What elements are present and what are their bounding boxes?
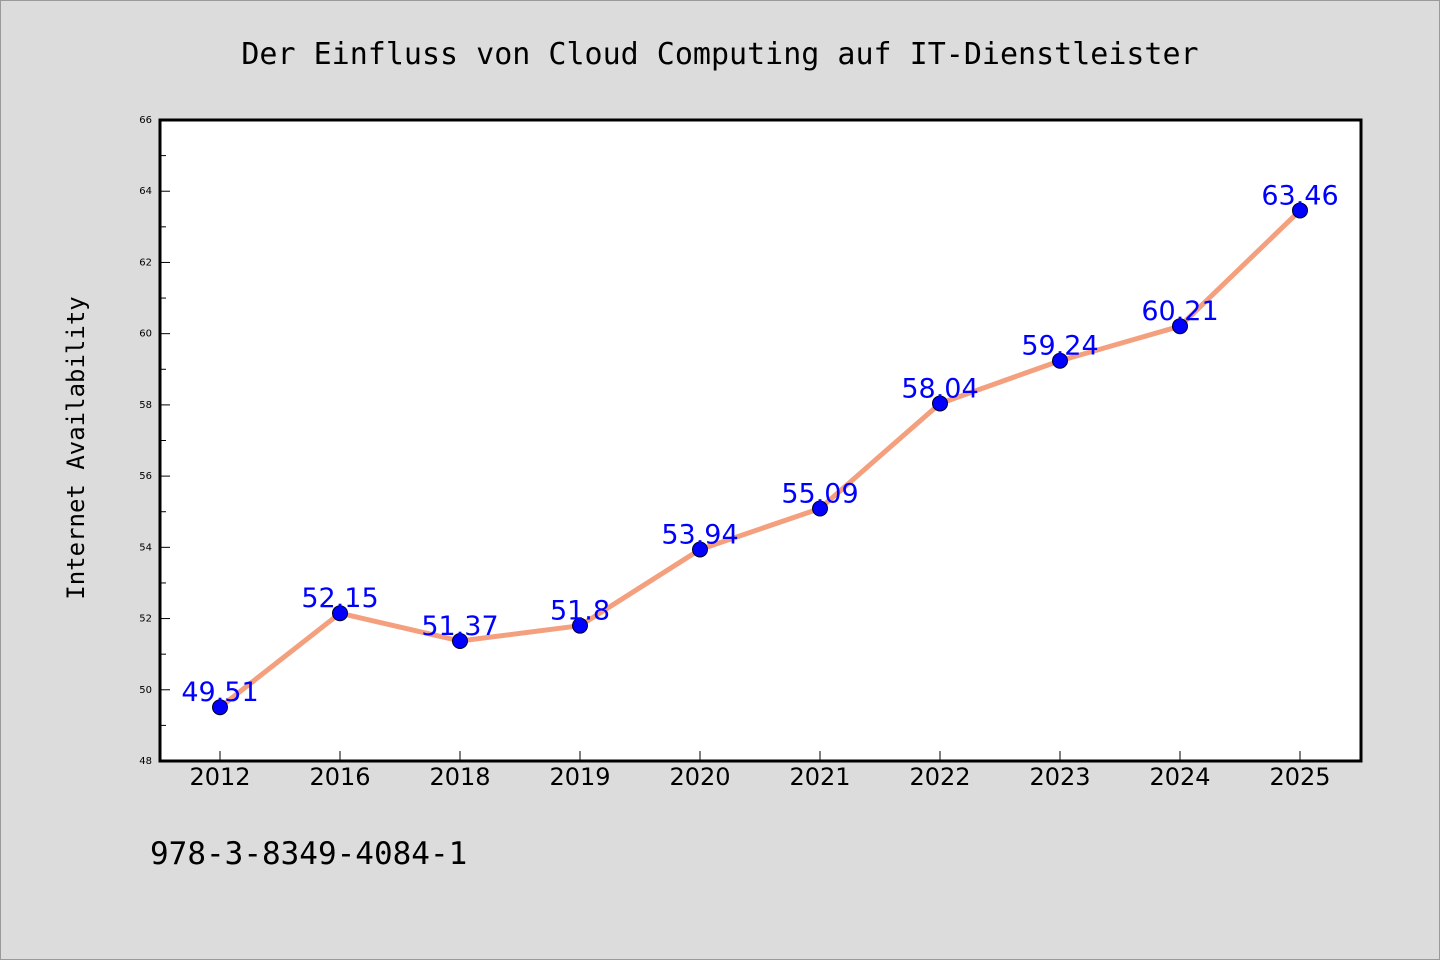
data-markers — [212, 202, 1308, 716]
data-label: 58.04 — [901, 373, 978, 404]
data-label: 52.15 — [301, 583, 378, 614]
data-point — [212, 699, 228, 716]
data-point — [1172, 318, 1188, 335]
y-tick-label: 62 — [139, 257, 152, 268]
data-point — [332, 605, 348, 622]
x-tick-label: 2022 — [909, 763, 970, 791]
series-line — [217, 207, 1303, 710]
data-label: 55.09 — [781, 479, 858, 510]
y-tick-label: 52 — [139, 614, 152, 625]
x-tick-label: 2025 — [1269, 763, 1330, 791]
y-tick-label: 48 — [139, 756, 152, 767]
data-label: 49.51 — [181, 677, 258, 708]
x-axis-ticks: 2012 2016 2018 2019 2020 2021 2022 2023 2024 2025 — [189, 751, 1331, 791]
y-tick-label: 58 — [139, 400, 152, 411]
x-tick-label: 2019 — [549, 763, 610, 791]
data-point — [572, 617, 588, 634]
y-axis-label: Internet Availability — [62, 296, 90, 599]
x-tick-label: 2018 — [429, 763, 490, 791]
data-point — [1052, 352, 1068, 369]
data-labels: 49.51 52.15 51.37 51.8 53.94 55.09 58.04 59.24 6… — [181, 180, 1338, 708]
data-point — [812, 500, 828, 517]
x-tick-label: 2021 — [789, 763, 850, 791]
series-line-group — [217, 207, 1303, 710]
data-point — [1292, 202, 1308, 219]
x-tick-label: 2023 — [1029, 763, 1090, 791]
chart-title: Der Einfluss von Cloud Computing auf IT-… — [241, 37, 1198, 72]
data-point — [452, 632, 468, 649]
data-label: 60.21 — [1141, 296, 1218, 327]
data-label: 63.46 — [1261, 180, 1338, 211]
data-label: 59.24 — [1021, 331, 1098, 362]
y-tick-label: 54 — [139, 542, 152, 553]
y-tick-label: 64 — [139, 186, 152, 197]
x-tick-label: 2020 — [669, 763, 730, 791]
y-axis-ticks: 48 50 52 54 56 58 60 62 64 66 — [139, 115, 170, 767]
y-tick-label: 56 — [139, 471, 152, 482]
data-label: 53.94 — [661, 519, 738, 550]
x-tick-label: 2024 — [1149, 763, 1210, 791]
x-tick-label: 2016 — [309, 763, 370, 791]
data-label: 51.37 — [421, 611, 498, 642]
y-tick-label: 66 — [139, 115, 152, 126]
data-point — [692, 541, 708, 558]
y-tick-label: 50 — [139, 685, 152, 696]
data-label: 51.8 — [550, 596, 610, 627]
x-tick-label: 2012 — [189, 763, 250, 791]
plot-area — [158, 118, 1363, 763]
data-point — [932, 395, 948, 412]
isbn-text: 978-3-8349-4084-1 — [150, 836, 467, 872]
y-tick-label: 60 — [139, 329, 152, 340]
